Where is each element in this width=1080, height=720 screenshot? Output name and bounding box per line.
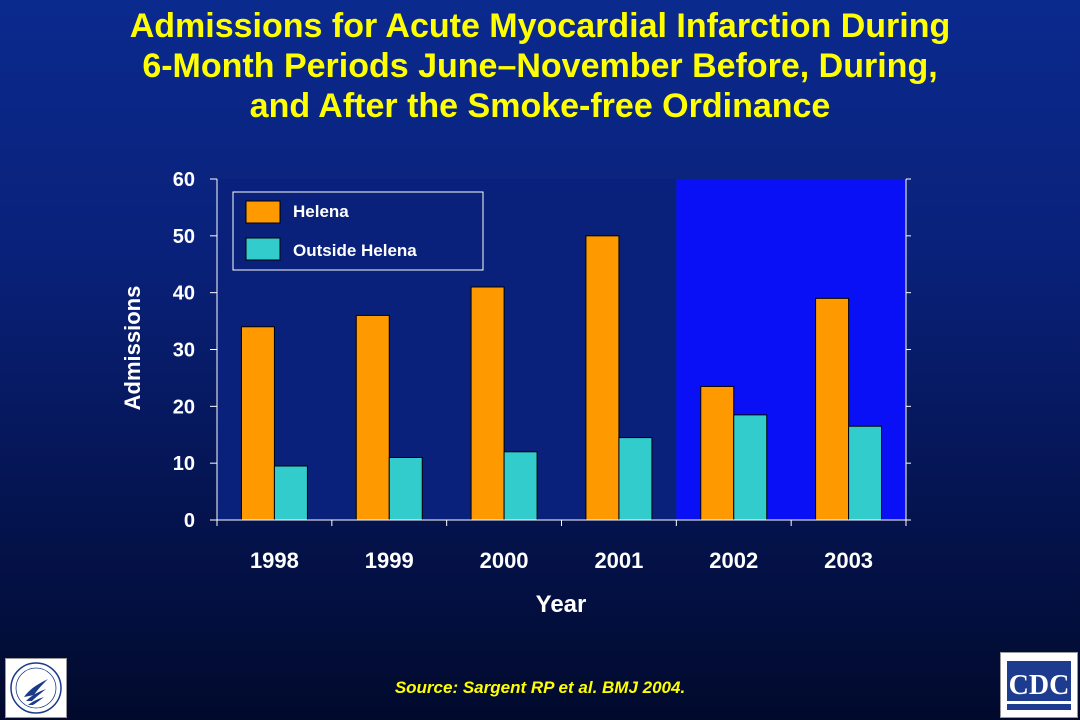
- y-tick-label-10: 10: [173, 453, 195, 475]
- slide-title: Admissions for Acute Myocardial Infarcti…: [0, 6, 1080, 126]
- bars: [240, 235, 883, 521]
- bar-helena-1999: [355, 314, 390, 521]
- x-tick-label-2000: 2000: [480, 548, 529, 573]
- x-tick-label-2002: 2002: [709, 548, 758, 573]
- title-line-1: Admissions for Acute Myocardial Infarcti…: [129, 7, 951, 45]
- hhs-logo: [5, 658, 67, 718]
- bar-outside-helena-1998: [273, 465, 308, 521]
- cdc-logo-icon: CDC: [1007, 661, 1071, 710]
- bar-outside-helena-2001: [618, 437, 653, 521]
- legend-label-outside-helena: Outside Helena: [293, 241, 417, 260]
- x-tick-label-1998: 1998: [250, 548, 299, 573]
- title-line-3: and After the Smoke-free Ordinance: [249, 87, 831, 125]
- legend-swatch-outside-helena: [245, 237, 281, 261]
- y-axis-label: Admissions: [120, 286, 145, 411]
- y-tick-label-40: 40: [173, 283, 195, 305]
- bar-outside-helena-1999: [388, 456, 423, 521]
- y-tick-label-50: 50: [173, 226, 195, 248]
- bar-outside-helena-2002: [733, 414, 768, 521]
- x-tick-label-1999: 1999: [365, 548, 414, 573]
- y-tick-label-30: 30: [173, 340, 195, 362]
- source-citation: Source: Sargent RP et al. BMJ 2004.: [394, 678, 686, 697]
- x-tick-label-2003: 2003: [824, 548, 873, 573]
- legend: Helena Outside Helena: [232, 191, 484, 271]
- bar-outside-helena-2003: [848, 425, 883, 521]
- bar-outside-helena-2000: [503, 451, 538, 521]
- legend-swatch-helena: [245, 200, 281, 224]
- y-tick-label-60: 60: [173, 169, 195, 191]
- y-tick-label-20: 20: [173, 396, 195, 418]
- hhs-eagle-icon: [10, 662, 62, 714]
- cdc-logo: CDC: [1000, 652, 1078, 718]
- x-tick-label-2001: 2001: [594, 548, 643, 573]
- tick-labels: 0 10 20 30 40 50 60 1998 1999 2000 2001 2002 2003: [173, 169, 911, 573]
- cdc-logo-text: CDC: [1009, 670, 1070, 701]
- x-axis-label: Year: [536, 591, 587, 618]
- bar-helena-2001: [585, 235, 620, 521]
- bar-helena-2003: [815, 297, 850, 521]
- bar-helena-2000: [470, 286, 505, 521]
- legend-label-helena: Helena: [293, 202, 349, 221]
- y-tick-label-0: 0: [184, 510, 195, 532]
- bar-helena-2002: [700, 385, 735, 521]
- bar-helena-1998: [240, 326, 275, 521]
- title-line-2: 6-Month Periods June–November Before, Du…: [142, 47, 938, 85]
